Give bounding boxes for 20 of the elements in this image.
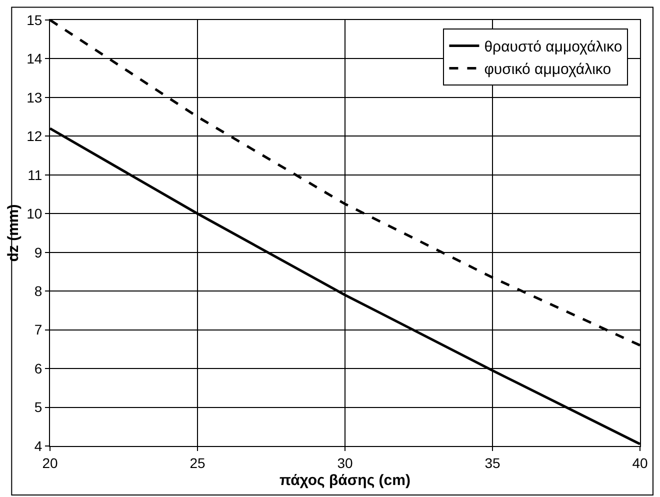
y-tick-label: 13 <box>26 89 42 106</box>
legend-label: θραυστό αμμοχάλικο <box>484 38 622 56</box>
x-tick-label: 40 <box>632 454 648 471</box>
x-tick-label: 30 <box>337 454 353 471</box>
legend-label: φυσικό αμμοχάλικο <box>484 61 612 78</box>
y-tick-label: 12 <box>26 128 42 144</box>
y-tick-label: 6 <box>34 360 42 376</box>
y-tick-label: 15 <box>26 12 42 28</box>
x-axis-title: πάχος βάσης (cm) <box>280 472 410 489</box>
y-tick-label: 10 <box>26 206 42 222</box>
x-tick-label: 20 <box>42 454 58 471</box>
y-tick-label: 4 <box>34 438 42 454</box>
y-tick-label: 7 <box>34 322 42 338</box>
y-tick-label: 14 <box>26 50 42 67</box>
x-tick-label: 25 <box>190 454 206 471</box>
y-tick-label: 11 <box>28 166 42 183</box>
y-tick-label: 9 <box>34 244 42 260</box>
x-tick-label: 35 <box>484 454 500 471</box>
y-tick-label: 5 <box>34 399 42 416</box>
y-tick-label: 8 <box>34 282 42 299</box>
